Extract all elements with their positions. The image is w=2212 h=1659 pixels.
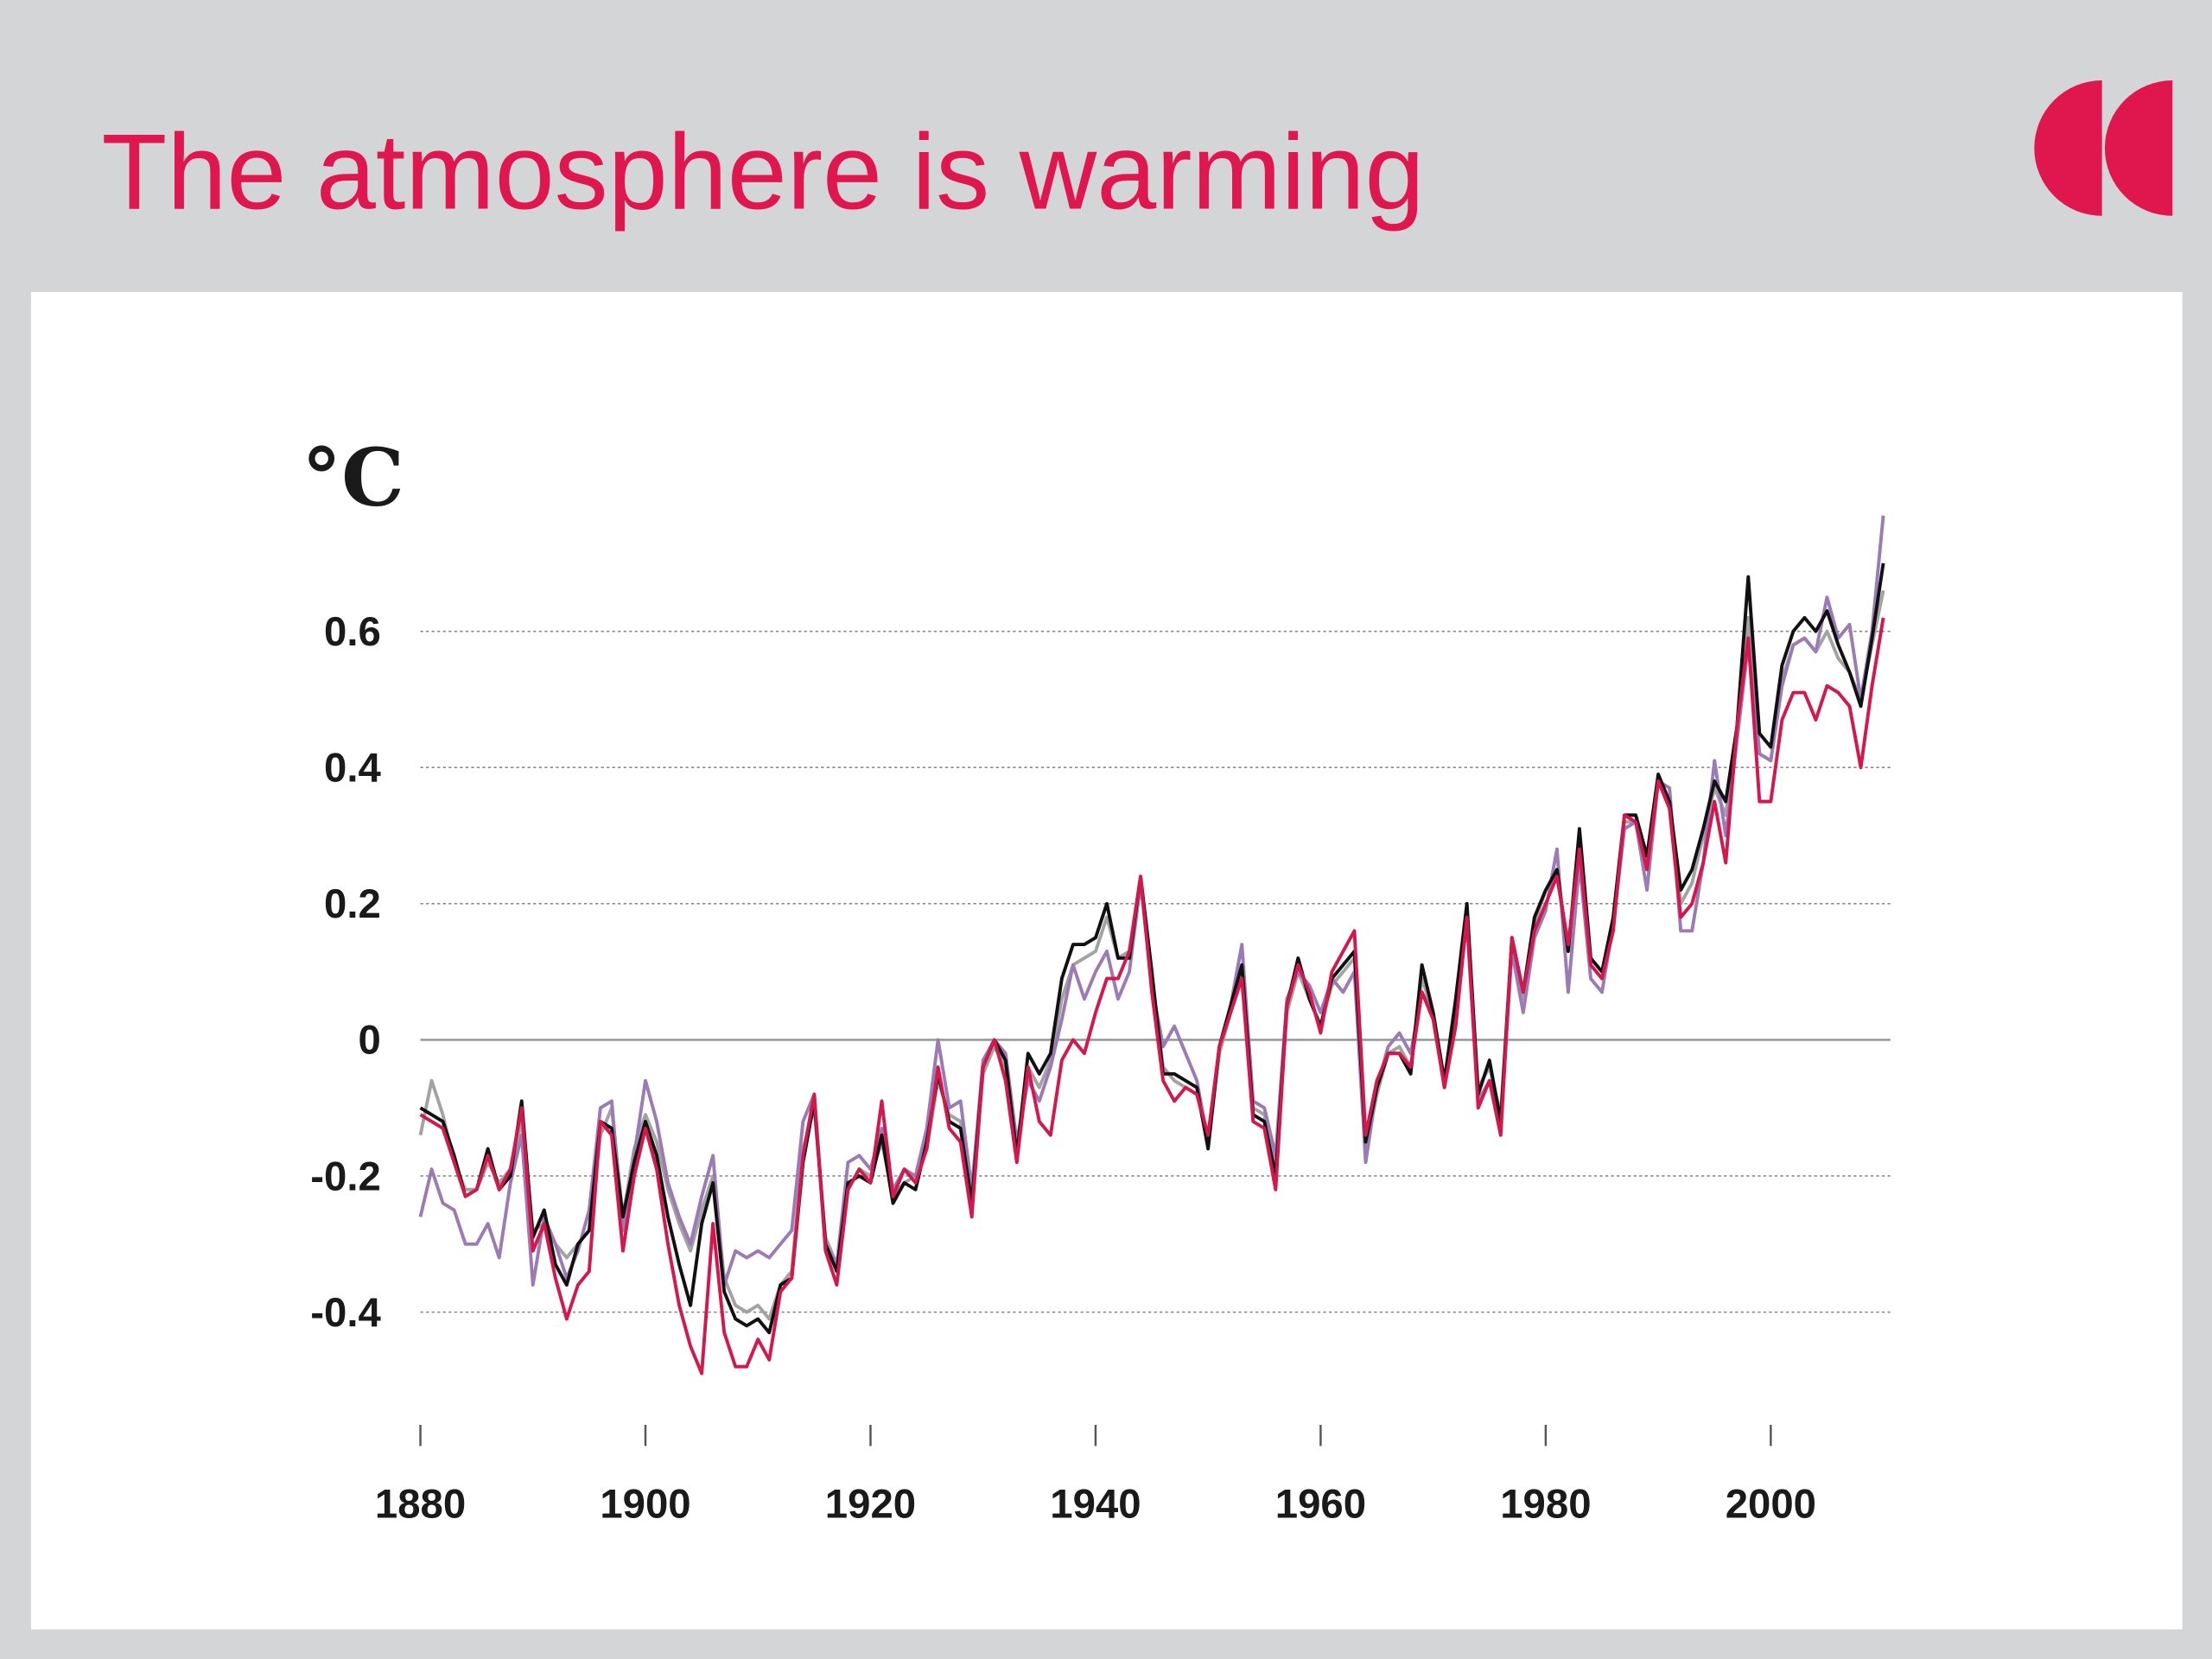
y-tick-label: -0.2 xyxy=(310,1154,381,1199)
y-tick-label: 0 xyxy=(358,1018,380,1064)
logo-left xyxy=(2034,80,2102,216)
series-line xyxy=(419,617,1885,1376)
chart-title: The atmosphere is warming xyxy=(102,113,1425,232)
x-tick-label: 1980 xyxy=(1500,1482,1591,1528)
y-axis-label: °C xyxy=(302,430,404,524)
y-tick-label: 0.6 xyxy=(324,609,381,655)
logo xyxy=(2034,80,2173,216)
x-tick-label: 1900 xyxy=(600,1482,690,1528)
x-tick-label: 1960 xyxy=(1275,1482,1366,1528)
series-line xyxy=(419,563,1885,1335)
x-tick-label: 1880 xyxy=(375,1482,466,1528)
x-tick-label: 2000 xyxy=(1726,1482,1816,1528)
y-tick-label: -0.4 xyxy=(310,1290,381,1336)
y-tick-label: 0.2 xyxy=(324,881,381,927)
logo-right xyxy=(2104,80,2173,216)
y-tick-label: 0.4 xyxy=(324,746,381,791)
x-tick-label: 1920 xyxy=(825,1482,916,1528)
x-tick-label: 1940 xyxy=(1050,1482,1141,1528)
chart-panel xyxy=(30,291,2183,1630)
